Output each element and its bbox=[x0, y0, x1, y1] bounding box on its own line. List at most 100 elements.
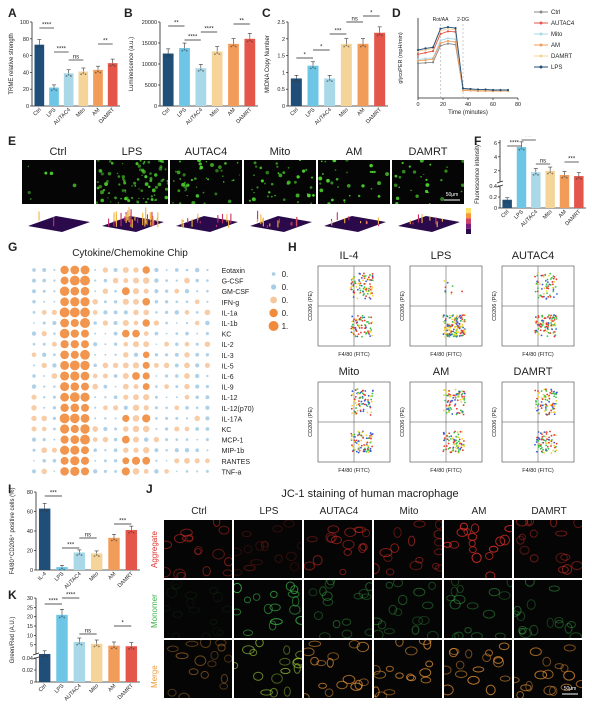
event-dot bbox=[366, 292, 369, 295]
flow-plot-title: DAMRT bbox=[513, 366, 553, 378]
replicate-dot bbox=[364, 45, 367, 48]
heatmap-cell bbox=[155, 385, 158, 388]
replicate-dot bbox=[214, 53, 216, 55]
event-dot bbox=[445, 445, 448, 447]
fluorescent-cell bbox=[270, 182, 274, 186]
heatmap-cell bbox=[195, 395, 199, 399]
cell-outline bbox=[422, 601, 434, 610]
event-dot bbox=[351, 393, 354, 396]
fluorescent-cell bbox=[109, 200, 112, 203]
replicate-dot bbox=[110, 647, 113, 650]
event-dot bbox=[352, 296, 355, 298]
x-tick-label: AUTAC4 bbox=[314, 107, 333, 126]
heatmap-cell bbox=[184, 289, 190, 294]
heatmap-cell bbox=[60, 371, 70, 381]
jc1-image bbox=[234, 640, 302, 698]
cell-outline bbox=[542, 669, 554, 679]
heatmap-cell bbox=[53, 385, 56, 388]
x-tick-label: LPS bbox=[176, 107, 188, 119]
heatmap-cell bbox=[153, 362, 159, 368]
jc1-image bbox=[234, 520, 302, 578]
cell-outline bbox=[397, 594, 408, 606]
event-dot bbox=[369, 283, 371, 285]
cell-outline bbox=[325, 532, 337, 543]
event-dot bbox=[459, 430, 462, 433]
cell-outline bbox=[164, 567, 171, 578]
event-dot bbox=[350, 407, 353, 410]
event-dot bbox=[448, 389, 451, 392]
cell-outline bbox=[207, 660, 217, 668]
cell-outline bbox=[199, 640, 212, 648]
y-axis-label: CD206 (PE) bbox=[400, 291, 406, 321]
series-point bbox=[469, 87, 472, 91]
heatmap-cell bbox=[60, 445, 70, 455]
event-dot bbox=[549, 332, 552, 334]
heatmap-cell bbox=[80, 467, 90, 476]
cell-outline bbox=[293, 657, 302, 666]
heatmap-cell bbox=[155, 311, 158, 314]
replicate-dot bbox=[251, 40, 253, 43]
bar bbox=[357, 43, 369, 106]
heatmap-cell bbox=[113, 374, 118, 378]
heatmap-cell bbox=[94, 406, 97, 409]
heatmap-cell bbox=[80, 371, 90, 381]
event-dot bbox=[548, 397, 551, 400]
event-dot bbox=[447, 442, 450, 445]
heatmap-cell bbox=[41, 415, 47, 422]
fluorescent-cell bbox=[135, 162, 139, 166]
heatmap-cell bbox=[32, 448, 36, 452]
heatmap-cell bbox=[132, 288, 140, 295]
event-dot bbox=[445, 314, 448, 317]
event-dot bbox=[459, 447, 462, 450]
event-dot bbox=[444, 335, 447, 338]
legend-marker bbox=[539, 54, 543, 58]
fluorescent-cell bbox=[137, 164, 142, 168]
replicate-dot bbox=[110, 539, 113, 542]
fluorescent-cell bbox=[145, 200, 148, 204]
fluorescent-cell bbox=[179, 178, 181, 180]
fluorescent-cell bbox=[394, 174, 398, 178]
event-dot bbox=[353, 433, 356, 436]
event-dot bbox=[370, 437, 372, 440]
series-point bbox=[431, 57, 435, 61]
cell-outline bbox=[516, 690, 525, 698]
cell-outline bbox=[395, 640, 404, 647]
heatmap-group-label: LPS bbox=[67, 481, 82, 482]
heatmap-cell bbox=[113, 267, 118, 273]
heatmap-cell bbox=[103, 300, 107, 304]
significance-label: **** bbox=[42, 23, 52, 29]
cell-outline bbox=[170, 580, 183, 590]
colorbar bbox=[466, 208, 471, 234]
replicate-dot bbox=[183, 48, 186, 51]
fluorescent-cell bbox=[147, 185, 151, 188]
event-dot bbox=[535, 400, 537, 403]
cell-outline bbox=[450, 580, 460, 587]
event-dot bbox=[360, 444, 363, 447]
heatmap-cell bbox=[59, 307, 70, 318]
heatmap-cell bbox=[43, 375, 46, 377]
event-dot bbox=[352, 449, 355, 452]
replicate-dot bbox=[80, 643, 83, 646]
event-dot bbox=[458, 391, 461, 394]
replicate-dot bbox=[362, 44, 364, 47]
legend-label: DAMRT bbox=[551, 54, 573, 60]
fluorescent-cell bbox=[124, 191, 127, 193]
fluorescent-cell bbox=[175, 170, 177, 173]
legend-label: Mito bbox=[551, 32, 563, 38]
y-tick-label: 4 bbox=[494, 155, 497, 161]
event-dot bbox=[537, 316, 540, 319]
event-dot bbox=[446, 435, 449, 437]
heatmap-cell bbox=[133, 394, 139, 401]
cell-outline bbox=[495, 536, 506, 547]
y-axis-label: MtDNA Copy Number bbox=[265, 35, 271, 93]
replicate-dot bbox=[69, 75, 72, 77]
heatmap-cell bbox=[195, 342, 199, 346]
legend-dot bbox=[270, 296, 277, 304]
event-dot bbox=[537, 333, 540, 336]
cell-outline bbox=[181, 535, 194, 542]
event-dot bbox=[545, 409, 547, 411]
event-dot bbox=[536, 287, 539, 290]
event-dot bbox=[448, 439, 450, 442]
heatmap-cell bbox=[70, 297, 80, 307]
event-dot bbox=[546, 281, 549, 284]
